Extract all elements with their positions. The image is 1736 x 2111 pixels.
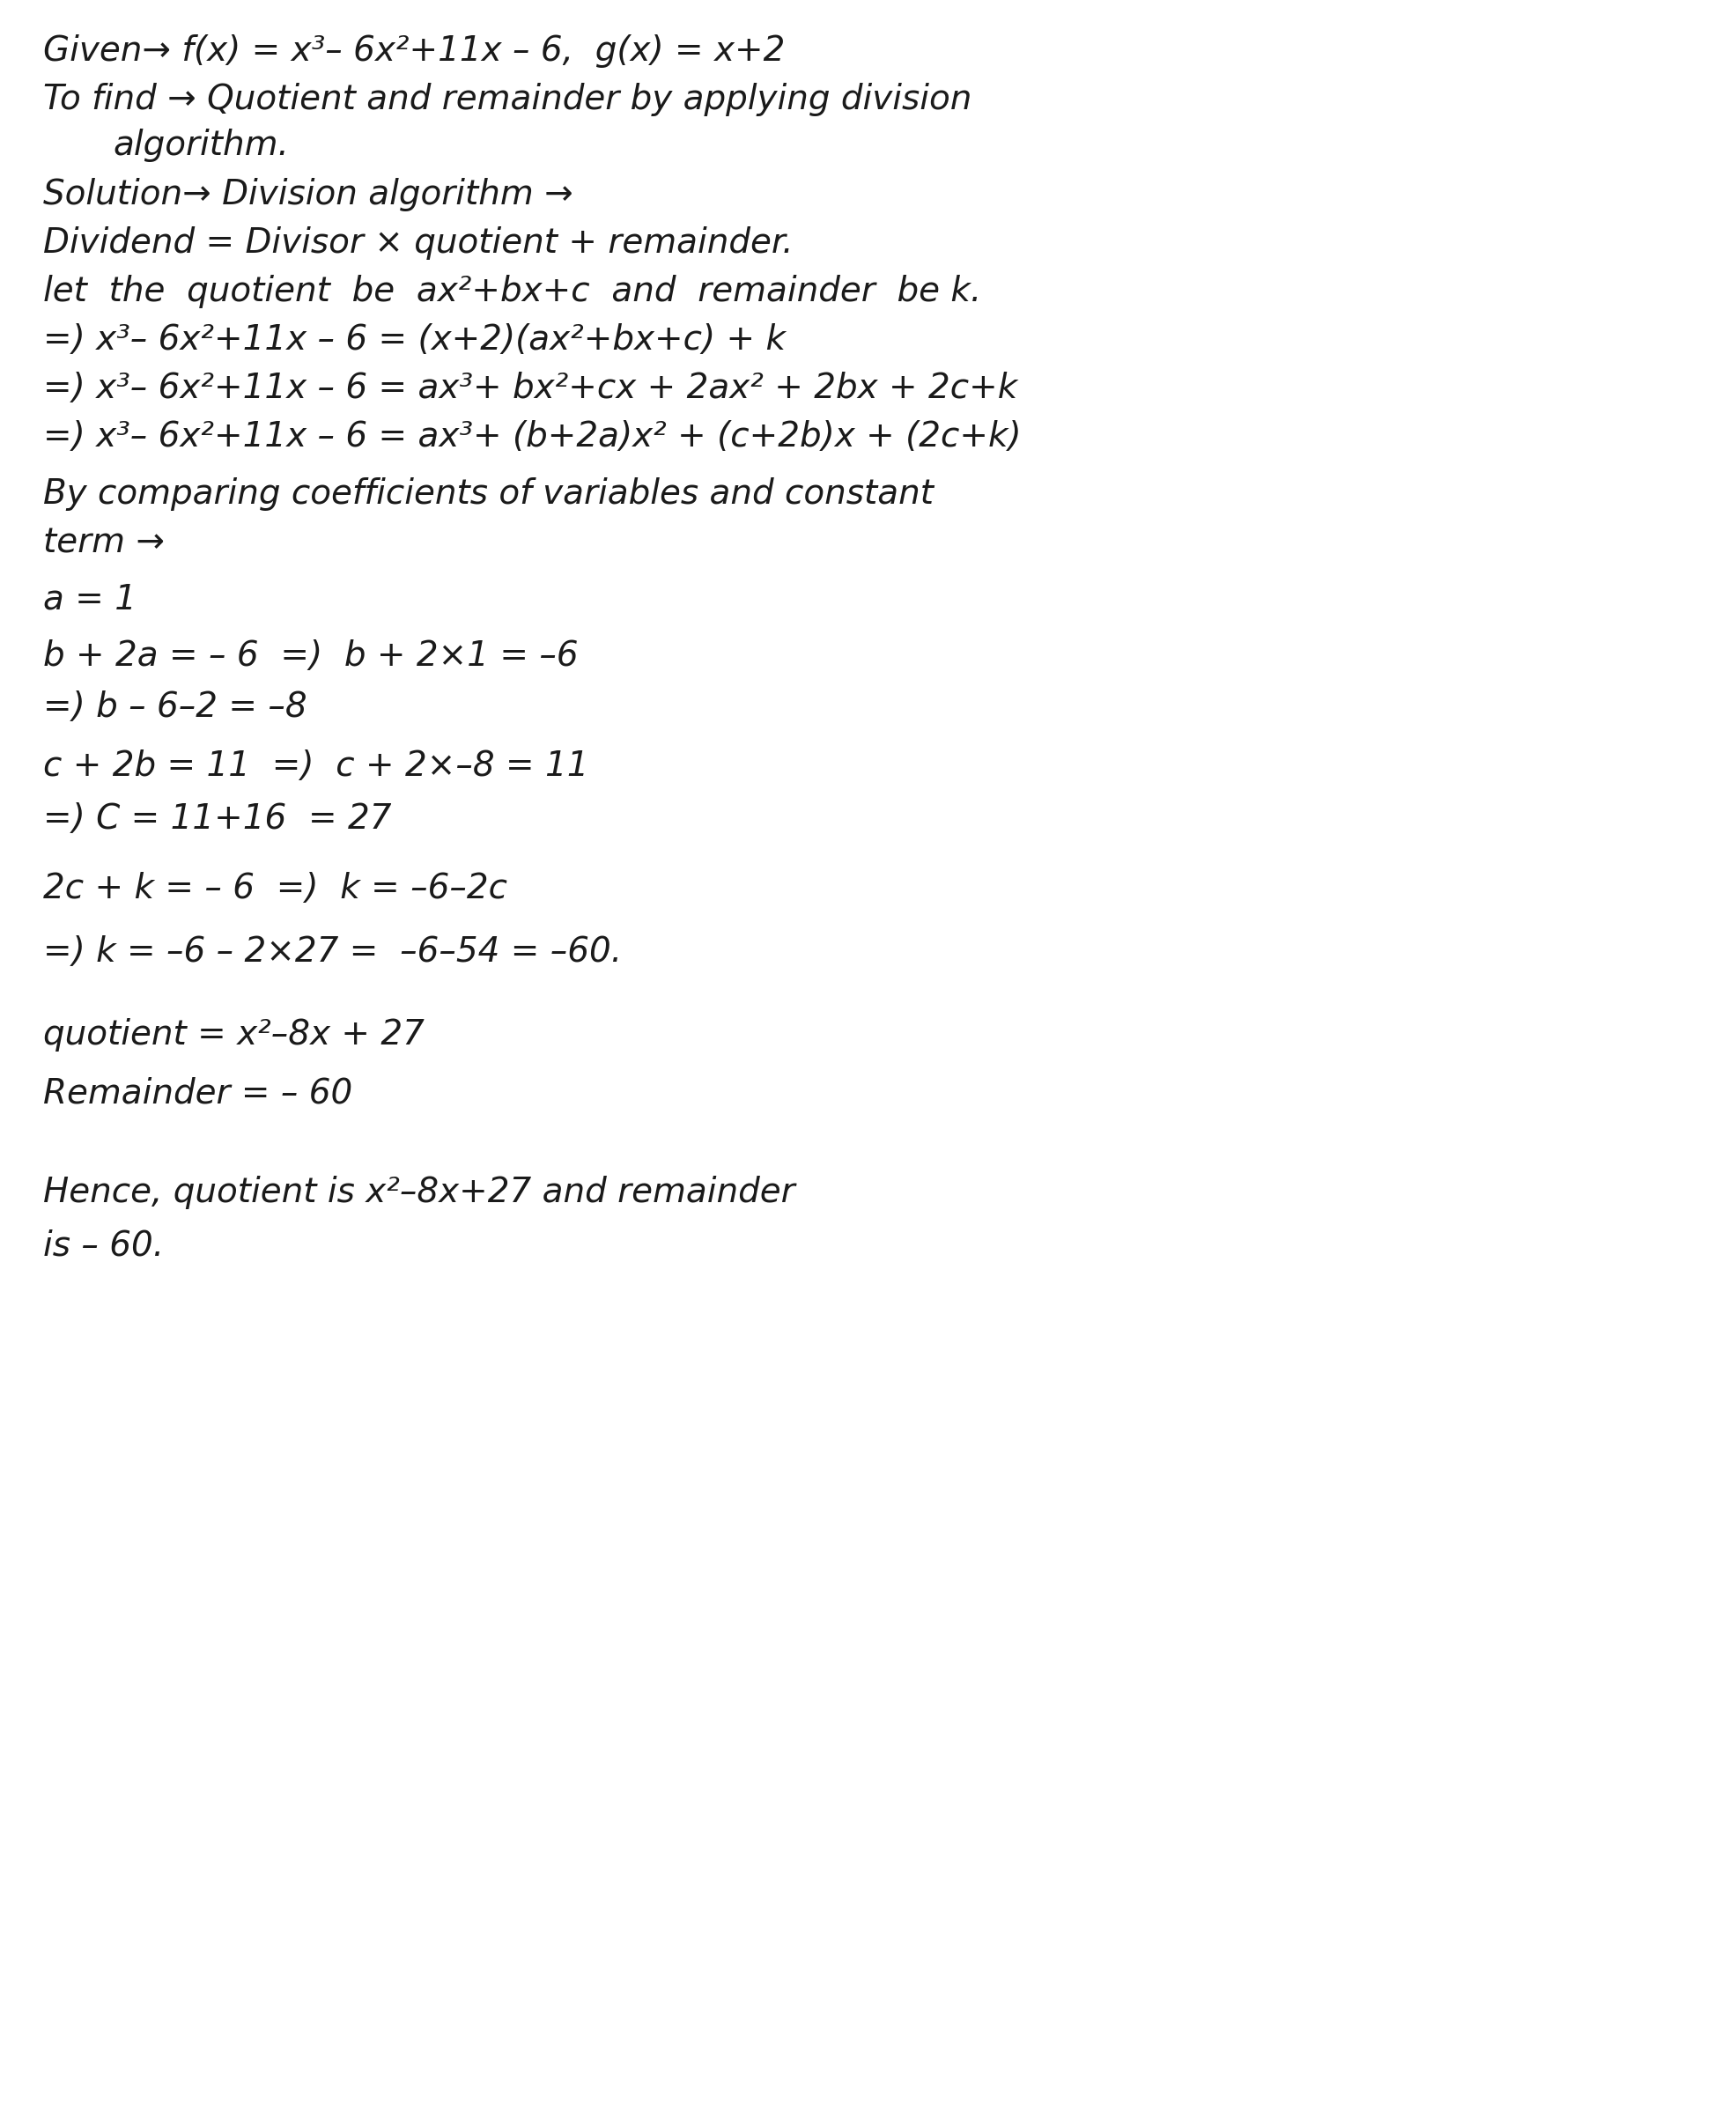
Text: =) C = 11+16  = 27: =) C = 11+16 = 27 [43, 802, 392, 836]
Text: =) x³– 6x²+11x – 6 = (x+2)(ax²+bx+c) + k: =) x³– 6x²+11x – 6 = (x+2)(ax²+bx+c) + k [43, 323, 786, 357]
Text: Hence, quotient is x²–8x+27 and remainder: Hence, quotient is x²–8x+27 and remainde… [43, 1176, 795, 1210]
Text: =) x³– 6x²+11x – 6 = ax³+ (b+2a)x² + (c+2b)x + (2c+k): =) x³– 6x²+11x – 6 = ax³+ (b+2a)x² + (c+… [43, 420, 1021, 454]
Text: a = 1: a = 1 [43, 583, 137, 616]
Text: Dividend = Divisor × quotient + remainder.: Dividend = Divisor × quotient + remainde… [43, 226, 793, 260]
Text: is – 60.: is – 60. [43, 1229, 165, 1262]
Text: =) k = –6 – 2×27 =  –6–54 = –60.: =) k = –6 – 2×27 = –6–54 = –60. [43, 935, 621, 969]
Text: c + 2b = 11  =)  c + 2×–8 = 11: c + 2b = 11 =) c + 2×–8 = 11 [43, 749, 589, 783]
Text: =) b – 6–2 = –8: =) b – 6–2 = –8 [43, 690, 307, 724]
Text: Remainder = – 60: Remainder = – 60 [43, 1077, 352, 1110]
Text: Given→ f(x) = x³– 6x²+11x – 6,  g(x) = x+2: Given→ f(x) = x³– 6x²+11x – 6, g(x) = x+… [43, 34, 785, 68]
Text: 2c + k = – 6  =)  k = –6–2c: 2c + k = – 6 =) k = –6–2c [43, 872, 507, 906]
Text: let  the  quotient  be  ax²+bx+c  and  remainder  be k.: let the quotient be ax²+bx+c and remaind… [43, 274, 981, 308]
Text: b + 2a = – 6  =)  b + 2×1 = –6: b + 2a = – 6 =) b + 2×1 = –6 [43, 640, 578, 673]
Text: term →: term → [43, 526, 165, 559]
Text: algorithm.: algorithm. [113, 129, 288, 163]
Text: By comparing coefficients of variables and constant: By comparing coefficients of variables a… [43, 477, 934, 511]
Text: To find → Quotient and remainder by applying division: To find → Quotient and remainder by appl… [43, 82, 972, 116]
Text: Solution→ Division algorithm →: Solution→ Division algorithm → [43, 177, 573, 211]
Text: quotient = x²–8x + 27: quotient = x²–8x + 27 [43, 1018, 425, 1051]
Text: =) x³– 6x²+11x – 6 = ax³+ bx²+cx + 2ax² + 2bx + 2c+k: =) x³– 6x²+11x – 6 = ax³+ bx²+cx + 2ax² … [43, 372, 1017, 405]
